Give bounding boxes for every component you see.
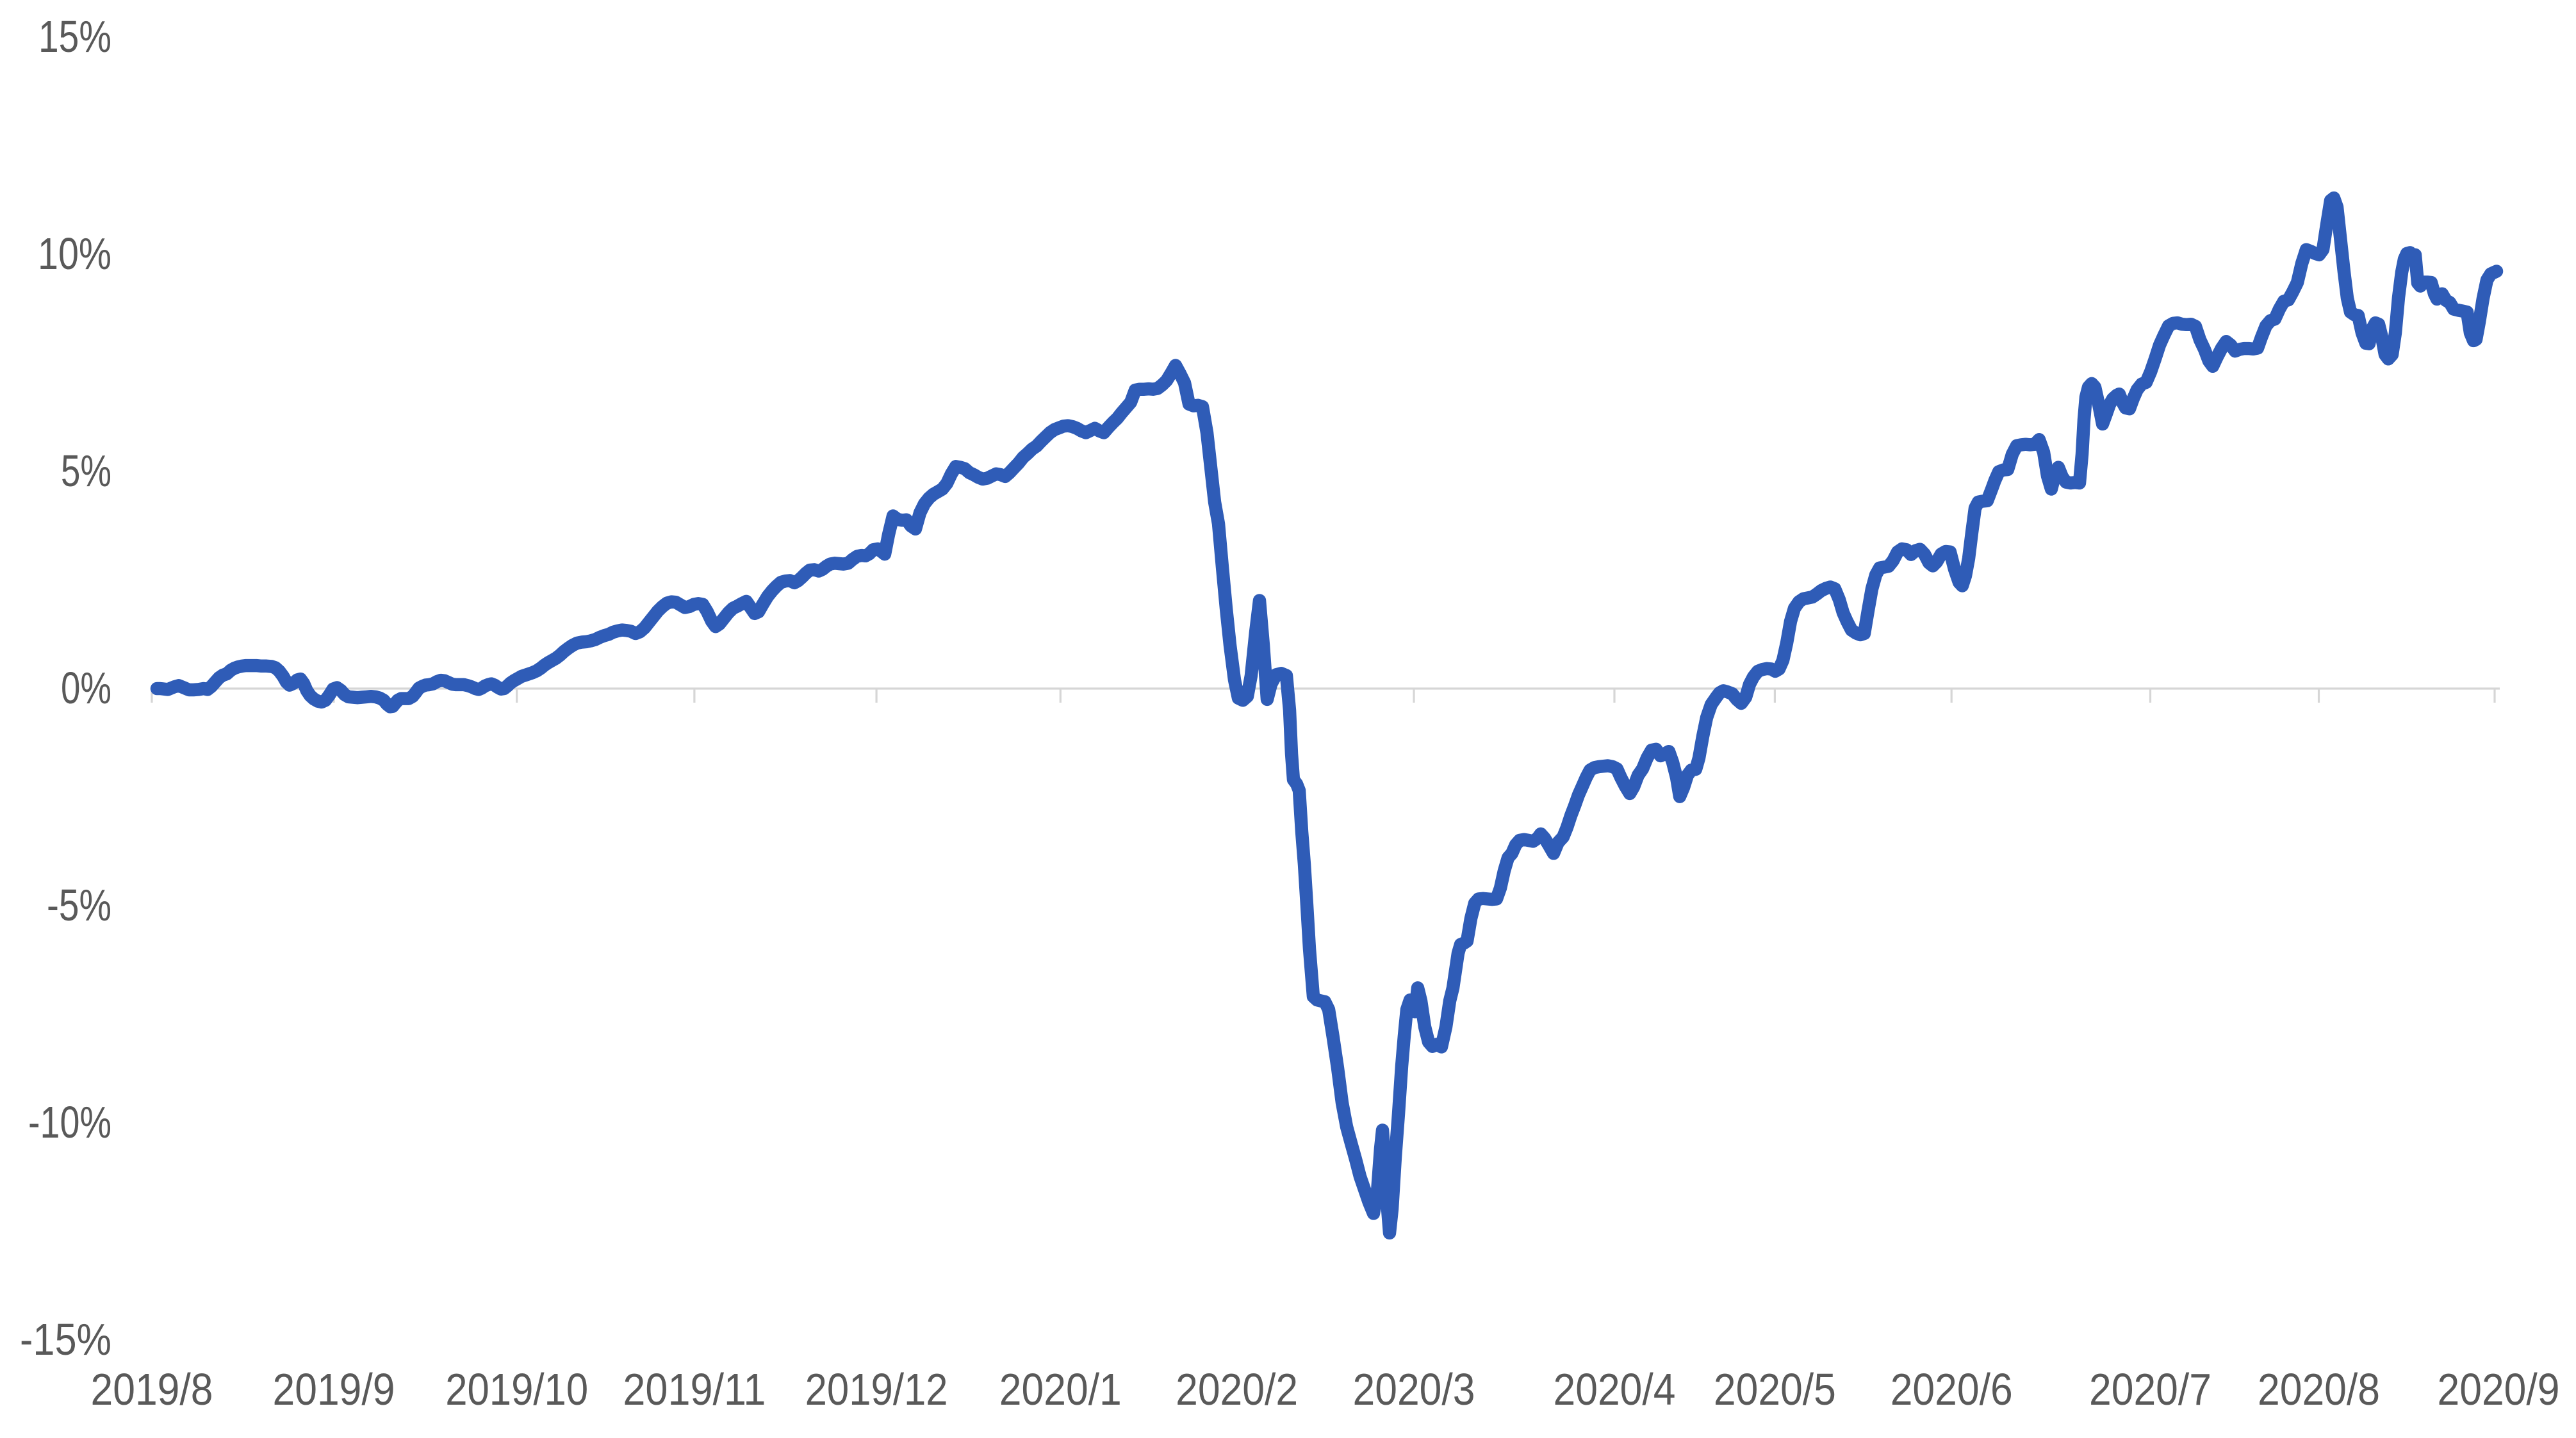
- svg-text:10%: 10%: [38, 229, 111, 279]
- svg-text:2019/8: 2019/8: [91, 1364, 213, 1414]
- svg-text:2019/10: 2019/10: [445, 1364, 588, 1414]
- svg-text:2020/4: 2020/4: [1554, 1364, 1676, 1414]
- svg-text:2019/11: 2019/11: [623, 1364, 766, 1414]
- svg-text:2020/7: 2020/7: [2089, 1364, 2211, 1414]
- svg-text:2020/1: 2020/1: [999, 1364, 1122, 1414]
- svg-text:0%: 0%: [61, 663, 111, 713]
- svg-text:-5%: -5%: [47, 880, 111, 930]
- svg-text:2019/12: 2019/12: [805, 1364, 948, 1414]
- svg-text:2020/6: 2020/6: [1891, 1364, 2013, 1414]
- svg-text:2020/8: 2020/8: [2258, 1364, 2380, 1414]
- svg-text:15%: 15%: [38, 12, 111, 61]
- svg-text:2020/3: 2020/3: [1353, 1364, 1475, 1414]
- svg-text:5%: 5%: [61, 446, 111, 496]
- svg-text:-15%: -15%: [20, 1314, 111, 1364]
- svg-text:2020/9: 2020/9: [2438, 1364, 2560, 1414]
- svg-text:-10%: -10%: [28, 1097, 111, 1147]
- svg-text:2020/5: 2020/5: [1714, 1364, 1836, 1414]
- svg-text:2020/2: 2020/2: [1176, 1364, 1298, 1414]
- svg-text:2019/9: 2019/9: [273, 1364, 395, 1414]
